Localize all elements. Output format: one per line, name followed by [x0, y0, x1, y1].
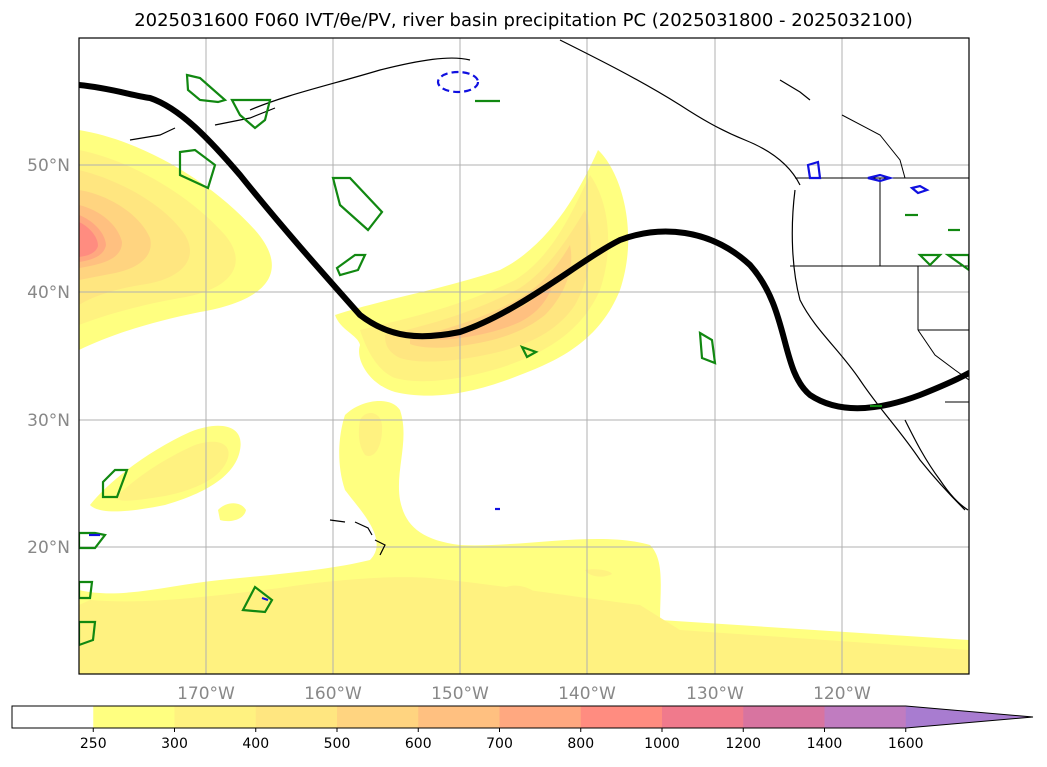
pv-contours: [79, 73, 969, 647]
lon-label-160w: 160°W: [304, 684, 362, 704]
colorbar-segment: [580, 706, 663, 728]
graticule: [79, 38, 969, 674]
lon-label-130w: 130°W: [686, 684, 744, 704]
colorbar-tick-label: 1000: [644, 736, 680, 752]
colorbar-segment: [93, 706, 175, 728]
colorbar-tick-label: 1400: [807, 736, 843, 752]
lat-label-40: 40°N: [27, 283, 70, 303]
colorbar-segment: [824, 706, 907, 728]
colorbar-tick-label: 300: [161, 736, 188, 752]
colorbar-tick-label: 1200: [725, 736, 761, 752]
map-area: [79, 38, 969, 674]
colorbar-tick-label: 700: [486, 736, 513, 752]
lon-label-140w: 140°W: [558, 684, 616, 704]
lat-label-50: 50°N: [27, 156, 70, 176]
lon-label-150w: 150°W: [431, 684, 489, 704]
colorbar-segment: [174, 706, 257, 728]
blue-contours: [89, 70, 930, 602]
colorbar-segment: [418, 706, 500, 728]
colorbar-segment: [255, 706, 338, 728]
jet-axis-line: [79, 82, 969, 412]
lat-label-20: 20°N: [27, 538, 70, 558]
colorbar-segment: [662, 706, 744, 728]
colorbar-extend-arrow: [905, 706, 1033, 728]
lat-label-30: 30°N: [27, 411, 70, 431]
colorbar-tick-label: 600: [405, 736, 432, 752]
colorbar-outline: [11, 705, 1034, 729]
colorbar-segment: [337, 706, 419, 728]
lon-label-120w: 120°W: [813, 684, 871, 704]
latitude-labels: 50°N 40°N 30°N 20°N: [27, 156, 70, 558]
colorbar: 250 300 400 500 600 700 800 1000 1200 1400 1600: [11, 705, 1034, 752]
map-frame: [78, 37, 970, 675]
colorbar-tick-label: 400: [242, 736, 269, 752]
colorbar-tick-label: 250: [80, 736, 107, 752]
ivt-shading: [79, 130, 969, 674]
colorbar-segment: [12, 706, 94, 728]
colorbar-segment: [499, 706, 582, 728]
colorbar-tick-label: 1600: [888, 736, 924, 752]
lon-label-170w: 170°W: [177, 684, 235, 704]
colorbar-tick-label: 500: [324, 736, 351, 752]
chart-title: 2025031600 F060 IVT/θe/PV, river basin p…: [134, 10, 913, 31]
longitude-labels: 170°W 160°W 150°W 140°W 130°W 120°W: [177, 684, 871, 704]
coastlines: [129, 39, 969, 556]
colorbar-segment: [743, 706, 825, 728]
borders: [790, 114, 969, 403]
colorbar-tick-label: 800: [567, 736, 594, 752]
